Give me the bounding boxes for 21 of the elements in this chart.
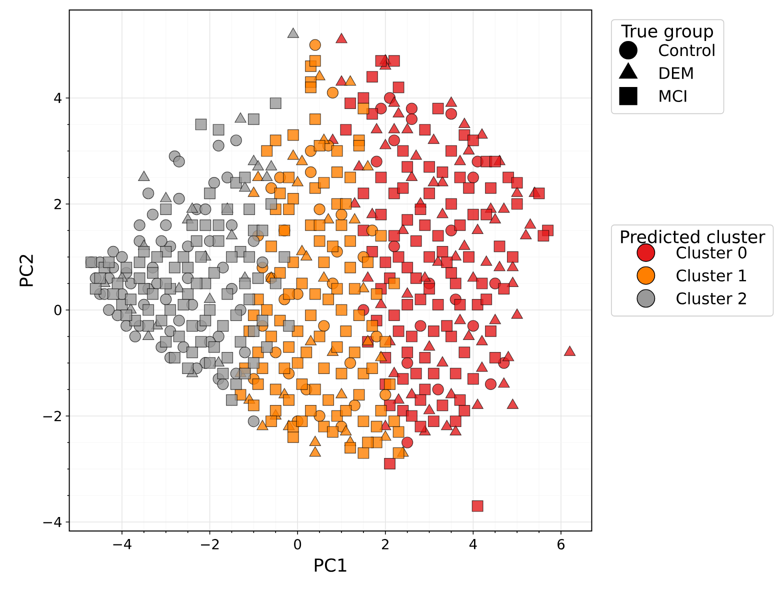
legend-label: Control — [659, 44, 714, 56]
x-tick-label: −2 — [201, 539, 219, 550]
legend-label: MCI — [660, 90, 686, 102]
x-axis-title: PC1 — [314, 558, 346, 572]
text: Predicted cluster — [621, 230, 766, 244]
x-tick-label: −4 — [113, 539, 132, 550]
y-tick-label: 4 — [54, 92, 62, 104]
y-tick-label: −4 — [43, 516, 62, 528]
legend-label: Cluster 2 — [676, 292, 746, 304]
text: True group — [621, 24, 713, 41]
legend-label: Cluster 0 — [676, 246, 746, 259]
y-tick-label: 0 — [54, 304, 62, 316]
y-tick-label: −2 — [43, 410, 61, 422]
legend-label: DEM — [660, 67, 693, 79]
legend-label: Cluster 1 — [676, 269, 746, 282]
y-tick-label: 2 — [54, 198, 61, 210]
y-axis-title: PC2 — [19, 254, 34, 286]
x-tick-label: 4 — [469, 539, 477, 550]
x-tick-label: 0 — [294, 539, 302, 550]
x-tick-label: 6 — [558, 539, 565, 550]
x-tick-label: 2 — [382, 539, 388, 550]
